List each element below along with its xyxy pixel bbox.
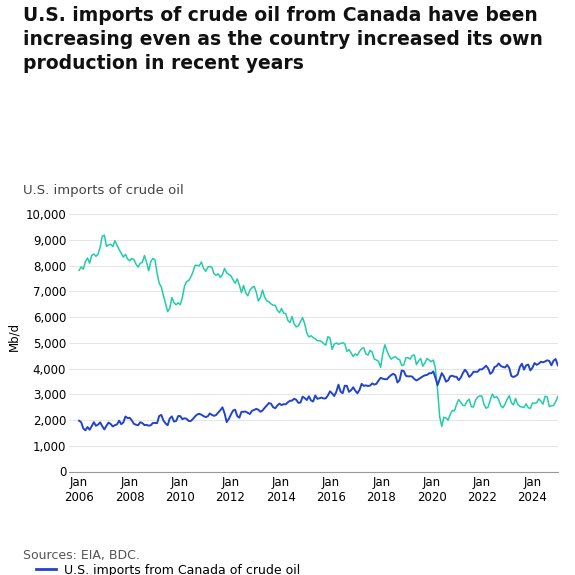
Legend: U.S. imports from Canada of crude oil, U.S. imports of crude oil (other countrie: U.S. imports from Canada of crude oil, U… xyxy=(31,559,329,575)
Text: U.S. imports of crude oil: U.S. imports of crude oil xyxy=(23,184,184,197)
Text: Sources: EIA, BDC.: Sources: EIA, BDC. xyxy=(23,549,140,562)
Y-axis label: Mb/d: Mb/d xyxy=(7,322,20,351)
Text: U.S. imports of crude oil from Canada have been
increasing even as the country i: U.S. imports of crude oil from Canada ha… xyxy=(23,6,543,73)
